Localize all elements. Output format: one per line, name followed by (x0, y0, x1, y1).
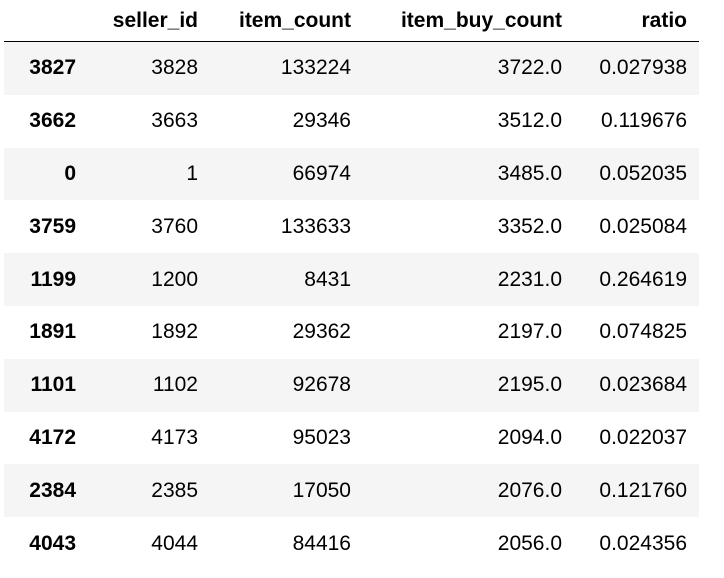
row-index: 2384 (29, 478, 76, 502)
column-header-item-buy-count: item_buy_count (363, 0, 574, 42)
table-header: seller_id item_count item_buy_count rati… (4, 0, 699, 42)
cell-item-count: 29362 (292, 320, 351, 344)
table-row: 1199 1200 8431 2231.0 0.264619 (4, 253, 699, 306)
cell-item-buy-count: 3722.0 (497, 56, 562, 80)
cell-ratio: 0.121760 (599, 478, 687, 502)
cell-item-count: 133633 (280, 214, 351, 238)
table-body: 3827 3828 133224 3722.0 0.027938 3662 3663 2934… (4, 41, 699, 570)
cell-seller-id: 3760 (151, 214, 198, 238)
cell-item-count: 84416 (292, 531, 351, 555)
cell-item-buy-count: 2076.0 (497, 478, 562, 502)
cell-ratio: 0.027938 (599, 56, 687, 80)
cell-item-count: 17050 (292, 478, 351, 502)
column-header-ratio: ratio (574, 0, 699, 42)
cell-item-count: 29346 (292, 109, 351, 133)
cell-seller-id: 1892 (151, 320, 198, 344)
table-row: 4043 4044 84416 2056.0 0.024356 (4, 517, 699, 570)
cell-ratio: 0.264619 (599, 267, 687, 291)
cell-ratio: 0.023684 (599, 373, 687, 397)
cell-item-count: 95023 (292, 425, 351, 449)
column-header-seller-id: seller_id (88, 0, 210, 42)
table-row: 3662 3663 29346 3512.0 0.119676 (4, 94, 699, 148)
table-row: 4172 4173 95023 2094.0 0.022037 (4, 411, 699, 465)
cell-ratio: 0.052035 (599, 161, 687, 185)
cell-item-buy-count: 3485.0 (497, 161, 562, 185)
cell-item-count: 66974 (292, 161, 351, 185)
index-header (4, 0, 88, 42)
table-row: 1101 1102 92678 2195.0 0.023684 (4, 358, 699, 412)
cell-seller-id: 3663 (151, 109, 198, 133)
cell-seller-id: 1 (186, 161, 198, 185)
dataframe-table: seller_id item_count item_buy_count rati… (4, 0, 699, 570)
cell-ratio: 0.022037 (599, 425, 687, 449)
cell-seller-id: 3828 (151, 56, 198, 80)
row-index: 4172 (29, 425, 76, 449)
cell-seller-id: 1200 (151, 267, 198, 291)
row-index: 1101 (30, 373, 76, 397)
row-index: 3759 (29, 214, 76, 238)
cell-item-buy-count: 2195.0 (497, 373, 562, 397)
table-row: 0 1 66974 3485.0 0.052035 (4, 147, 699, 201)
cell-ratio: 0.119676 (600, 109, 687, 133)
cell-ratio: 0.024356 (599, 531, 687, 555)
cell-item-buy-count: 3352.0 (497, 214, 562, 238)
cell-seller-id: 4044 (151, 531, 198, 555)
column-header-item-count: item_count (210, 0, 363, 42)
row-index: 3827 (29, 56, 76, 80)
table-row: 3759 3760 133633 3352.0 0.025084 (4, 200, 699, 254)
row-index: 1891 (29, 320, 76, 344)
header-row: seller_id item_count item_buy_count rati… (4, 0, 699, 42)
cell-item-buy-count: 3512.0 (497, 109, 562, 133)
cell-seller-id: 2385 (151, 478, 198, 502)
cell-item-buy-count: 2056.0 (497, 531, 562, 555)
table-row: 1891 1892 29362 2197.0 0.074825 (4, 305, 699, 359)
cell-item-buy-count: 2231.0 (497, 267, 562, 291)
cell-seller-id: 1102 (152, 373, 198, 397)
cell-item-count: 133224 (280, 56, 351, 80)
cell-seller-id: 4173 (151, 425, 198, 449)
cell-item-buy-count: 2197.0 (497, 320, 562, 344)
row-index: 3662 (29, 109, 76, 133)
cell-ratio: 0.025084 (599, 214, 687, 238)
row-index: 4043 (29, 531, 76, 555)
table-row: 2384 2385 17050 2076.0 0.121760 (4, 464, 699, 518)
row-index: 1199 (30, 267, 76, 291)
cell-item-count: 92678 (292, 373, 351, 397)
cell-ratio: 0.074825 (599, 320, 687, 344)
cell-item-count: 8431 (304, 267, 351, 291)
cell-item-buy-count: 2094.0 (497, 425, 562, 449)
row-index: 0 (64, 161, 76, 185)
table-row: 3827 3828 133224 3722.0 0.027938 (4, 41, 699, 95)
